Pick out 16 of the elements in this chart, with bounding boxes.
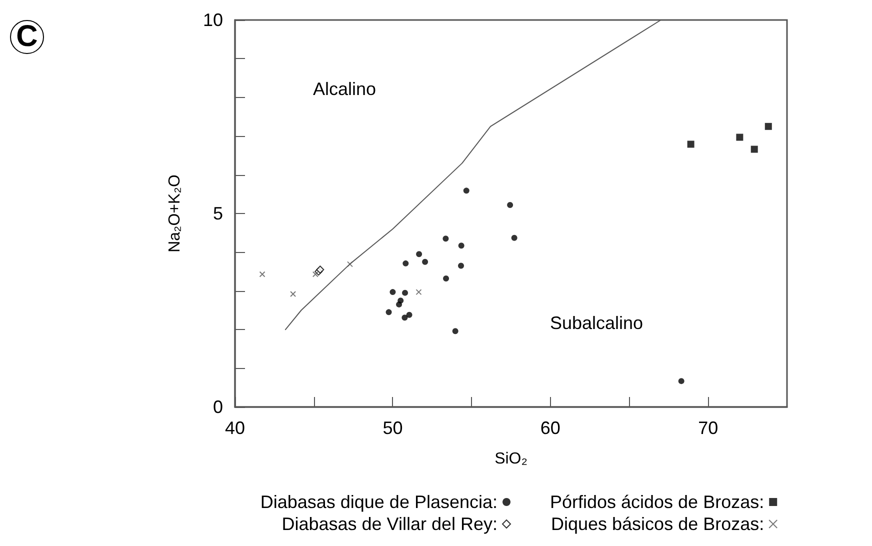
y-tick-label: 5: [212, 204, 223, 224]
legend-label: Diabasas dique de Plasencia:: [260, 492, 498, 512]
legend-label: Diques básicos de Brozas:: [551, 514, 764, 534]
x-tick-label: 60: [540, 418, 560, 438]
circle-outline: C: [10, 20, 44, 54]
annotation: Alcalino: [313, 79, 376, 99]
y-tick-label: 0: [212, 397, 223, 417]
x-axis-title: SiO₂: [494, 450, 528, 468]
x-tick-label: 40: [224, 418, 246, 438]
y-tick-label: 10: [202, 10, 223, 30]
y-axis-title: Na₂O+K₂O: [166, 174, 184, 252]
annotation: Subalcalino: [550, 313, 644, 333]
legend-label: Pórfidos ácidos de Brozas:: [550, 492, 764, 512]
x-tick-label: 70: [698, 418, 718, 438]
legend-label: Diabasas de Villar del Rey:: [282, 514, 498, 534]
x-tick-label: 50: [382, 418, 403, 438]
